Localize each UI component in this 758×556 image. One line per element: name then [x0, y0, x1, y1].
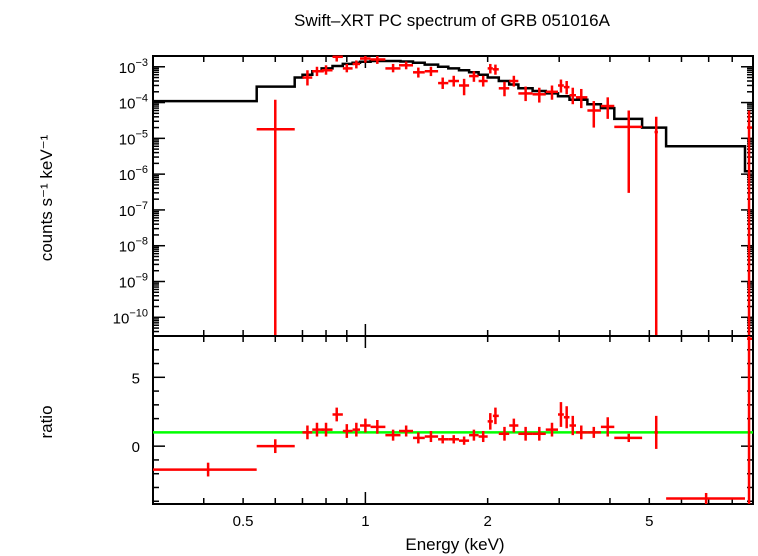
y-tick-label: 10−3 — [119, 57, 148, 77]
data-point — [438, 77, 449, 89]
data-point — [532, 87, 546, 103]
x-tick-label: 1 — [361, 513, 369, 530]
data-point — [509, 418, 519, 433]
data-point — [563, 406, 570, 429]
x-tick-label: 0.5 — [233, 513, 254, 530]
data-point — [492, 407, 499, 425]
data-point — [424, 431, 439, 443]
data-point — [256, 99, 295, 336]
data-point — [587, 101, 601, 128]
data-point — [487, 63, 493, 74]
x-axis-label: Energy (keV) — [405, 535, 504, 554]
data-point — [321, 65, 333, 75]
data-point — [498, 81, 510, 97]
data-point — [478, 431, 488, 443]
data-point — [385, 429, 401, 441]
data-point — [458, 78, 470, 96]
y-tick-label: 10−4 — [119, 93, 148, 113]
y-tick-label: 10−7 — [119, 200, 148, 220]
ratio-y-ticks: 05 — [132, 335, 753, 502]
data-point — [321, 422, 333, 437]
data-point — [545, 422, 559, 437]
y-tick-label: 10−10 — [113, 307, 148, 327]
data-point — [587, 426, 601, 438]
data-point — [342, 63, 353, 73]
data-point — [600, 417, 615, 437]
data-point — [302, 425, 313, 440]
x-tick-label: 5 — [645, 513, 653, 530]
data-point — [424, 66, 439, 77]
data-point — [399, 61, 414, 70]
ratio-y-axis-label: ratio — [37, 405, 56, 438]
data-point — [492, 64, 499, 75]
ratio-panel: 0.5 1 2 5 05 — [132, 335, 754, 530]
data-point — [518, 86, 533, 102]
data-point — [332, 55, 343, 62]
data-point — [448, 435, 459, 444]
ratio-x-ticks: 0.5 1 2 5 — [152, 336, 754, 530]
data-point — [614, 433, 643, 443]
data-point — [302, 70, 313, 86]
data-point — [352, 60, 361, 69]
data-point — [370, 420, 386, 434]
data-point — [532, 426, 546, 441]
spectrum-y-axis-label: counts s⁻¹ keV⁻¹ — [37, 134, 56, 261]
data-point — [666, 492, 745, 504]
data-point — [498, 426, 510, 441]
data-point — [558, 402, 564, 427]
y-tick-label: 10−6 — [119, 164, 148, 184]
data-point — [458, 436, 470, 445]
y-tick-label: 0 — [132, 439, 140, 456]
data-point — [563, 81, 570, 95]
spectrum-data-points — [256, 55, 753, 336]
data-point — [153, 462, 257, 477]
data-point — [558, 79, 564, 93]
y-tick-label: 10−9 — [119, 271, 148, 291]
data-point — [413, 67, 425, 78]
data-point — [360, 56, 371, 63]
data-point — [576, 425, 588, 440]
data-point — [360, 418, 371, 433]
y-tick-label: 10−8 — [119, 236, 148, 256]
data-point — [509, 75, 519, 87]
data-point — [576, 88, 588, 109]
data-point — [469, 71, 479, 82]
ratio-frame — [152, 335, 754, 505]
data-point — [654, 415, 658, 449]
data-point — [413, 432, 425, 444]
spectrum-panel: 10−3 10−4 10−5 10−6 10−7 10−8 10−9 10−10 — [113, 55, 754, 337]
spectrum-x-ticks — [152, 56, 754, 336]
data-point — [256, 439, 295, 454]
data-point — [448, 75, 459, 87]
model-step-line — [153, 59, 753, 173]
x-tick-label: 2 — [483, 513, 491, 530]
data-point — [569, 87, 577, 105]
data-point — [545, 85, 559, 100]
data-point — [342, 424, 353, 438]
data-point — [332, 407, 343, 422]
data-point — [438, 435, 449, 444]
y-tick-label: 5 — [132, 370, 140, 387]
data-point — [478, 75, 488, 87]
y-tick-label: 10−5 — [119, 128, 148, 148]
data-point — [352, 422, 361, 437]
spectrum-frame — [152, 55, 754, 337]
data-point — [370, 56, 386, 64]
data-point — [600, 97, 615, 119]
data-point — [569, 415, 577, 436]
data-point — [399, 425, 414, 437]
data-point — [747, 336, 753, 504]
data-point — [747, 110, 753, 336]
model-curve — [153, 59, 753, 173]
chart-title: Swift–XRT PC spectrum of GRB 051016A — [294, 11, 611, 30]
data-point — [518, 426, 533, 441]
data-point — [614, 110, 643, 193]
ratio-data-points — [153, 336, 753, 504]
data-point — [487, 413, 493, 430]
data-point — [469, 429, 479, 441]
data-point — [654, 116, 658, 336]
data-point — [385, 63, 401, 73]
